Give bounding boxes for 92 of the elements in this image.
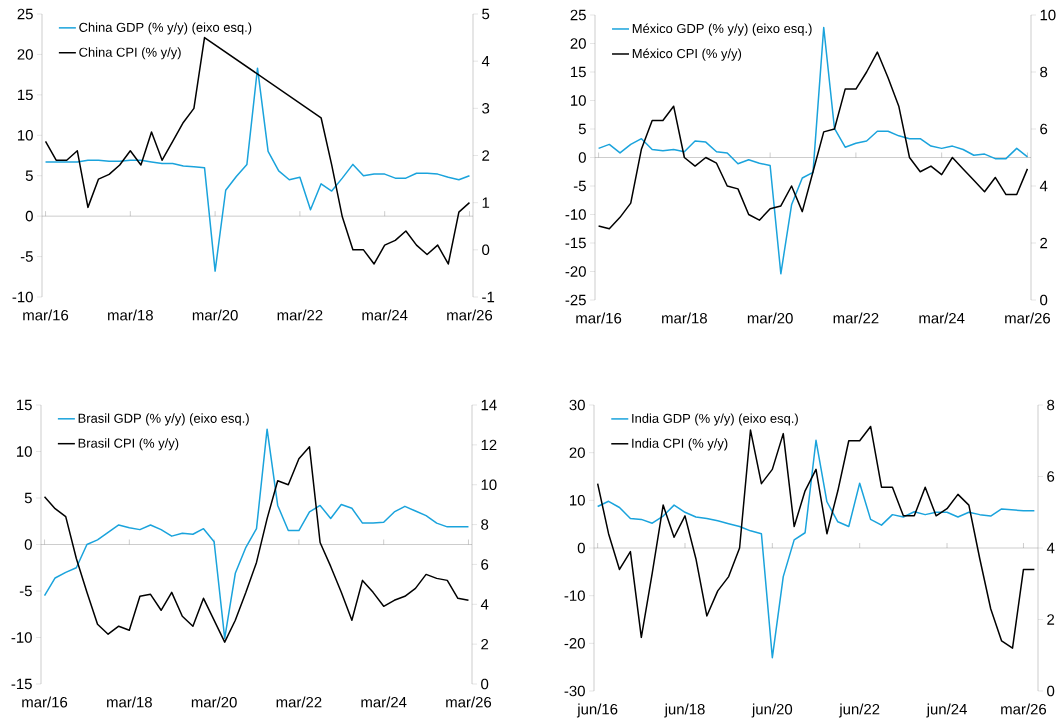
- y2-tick-label: 0: [1047, 685, 1055, 697]
- y2-tick-label: -1: [482, 291, 495, 303]
- y2-tick-label: 6: [481, 559, 489, 570]
- x-tick-label: mar/18: [108, 309, 153, 321]
- y2-tick-label: 6: [1040, 123, 1048, 135]
- y-tick-label: 0: [578, 152, 586, 163]
- legend-label: Brasil GDP (% y/y) (eixo esq.): [78, 413, 249, 426]
- x-tick-label: mar/20: [747, 312, 793, 324]
- y-tick-label: -15: [11, 678, 32, 690]
- y2-tick-label: 8: [1047, 399, 1055, 411]
- y-tick-label: 10: [571, 95, 586, 106]
- y2-tick-label: 4: [1046, 542, 1055, 554]
- y2-tick-label: 0: [482, 244, 490, 256]
- x-tick-label: mar/24: [919, 312, 965, 324]
- y-tick-label: 10: [17, 446, 32, 457]
- y-tick-label: 5: [578, 123, 586, 135]
- line-series: [44, 36, 471, 265]
- x-tick-label: jun/20: [751, 703, 793, 718]
- y-tick-label: 20: [569, 447, 585, 458]
- y-tick-label: 10: [18, 129, 33, 141]
- x-tick-label: mar/20: [191, 696, 237, 708]
- legend-label: México GDP (% y/y) (eixo esq.): [632, 23, 812, 36]
- y-tick-label: 20: [17, 49, 33, 60]
- x-tick-label: mar/26: [1005, 312, 1051, 324]
- y-tick-label: -5: [20, 251, 33, 262]
- y2-tick-label: 4: [480, 599, 489, 610]
- y-tick-label: 15: [18, 89, 33, 101]
- x-tick-label: mar/26: [447, 309, 493, 321]
- x-tick-label: mar/20: [192, 309, 238, 321]
- y-tick-label: 15: [571, 66, 586, 78]
- y2-tick-label: 2: [1040, 237, 1048, 249]
- y2-tick-label: 1: [482, 197, 490, 208]
- x-tick-label: mar/22: [276, 696, 322, 708]
- y-tick-label: -30: [564, 685, 585, 697]
- y-tick-label: 25: [17, 8, 33, 20]
- x-tick-label: mar/16: [576, 312, 622, 324]
- x-tick-label: jun/16: [576, 703, 618, 718]
- y-tick-label: -10: [11, 632, 32, 643]
- y2-tick-label: 14: [481, 399, 497, 411]
- y2-tick-label: 8: [1040, 66, 1048, 78]
- legend-label: Brasil CPI (% y/y): [78, 438, 179, 451]
- y2-tick-label: 4: [481, 56, 490, 67]
- y2-tick-label: 8: [481, 519, 489, 530]
- legend-label: India CPI (% y/y): [632, 438, 728, 451]
- x-tick-label: mar/26: [446, 696, 492, 708]
- y2-tick-label: 10: [1040, 9, 1056, 21]
- x-tick-label: jun/18: [664, 703, 705, 718]
- y-tick-label: -25: [565, 294, 586, 306]
- y-tick-label: -10: [564, 590, 585, 601]
- x-tick-label: jun/22: [838, 703, 880, 718]
- y-tick-label: 30: [569, 399, 585, 411]
- y2-tick-label: 0: [481, 678, 489, 690]
- legend-label: China CPI (% y/y): [79, 47, 181, 60]
- y-tick-label: 5: [25, 170, 33, 181]
- legend-label: China GDP (% y/y) (eixo esq.): [79, 22, 252, 35]
- y-tick-label: 0: [577, 542, 585, 554]
- x-tick-label: mar/26: [1001, 703, 1047, 715]
- y-tick-label: 15: [17, 399, 32, 411]
- y2-tick-label: 5: [482, 8, 490, 20]
- y2-tick-label: 12: [481, 439, 497, 451]
- y2-tick-label: 4: [1039, 180, 1048, 192]
- y-tick-label: 0: [25, 210, 33, 222]
- y-tick-label: -15: [565, 237, 586, 249]
- y2-tick-label: 0: [1040, 294, 1048, 306]
- x-tick-label: mar/16: [22, 696, 68, 708]
- x-tick-label: mar/24: [361, 696, 407, 708]
- x-tick-label: mar/18: [662, 312, 707, 324]
- y2-tick-label: 6: [1047, 471, 1055, 482]
- x-tick-label: mar/22: [833, 312, 879, 324]
- y-tick-label: -10: [565, 209, 586, 220]
- x-tick-label: mar/18: [107, 696, 152, 708]
- y2-tick-label: 3: [482, 103, 490, 114]
- y2-tick-label: 2: [1047, 614, 1055, 625]
- y-tick-label: 10: [570, 495, 585, 506]
- x-tick-label: jun/24: [926, 703, 967, 718]
- y2-tick-label: 10: [481, 479, 497, 490]
- y-tick-label: 5: [24, 492, 32, 504]
- y-tick-label: 25: [570, 9, 586, 21]
- y2-tick-label: 2: [481, 638, 489, 650]
- x-tick-label: mar/22: [277, 309, 323, 321]
- y2-tick-label: 2: [482, 150, 490, 161]
- y-tick-label: 20: [570, 38, 586, 49]
- y-tick-label: -20: [565, 266, 586, 277]
- legend-label: México CPI (% y/y): [632, 48, 742, 61]
- y-tick-label: -5: [573, 180, 586, 192]
- y-tick-label: 0: [24, 539, 32, 550]
- x-tick-label: mar/16: [23, 309, 69, 321]
- y-tick-label: -20: [564, 638, 585, 649]
- x-tick-label: mar/24: [362, 309, 408, 321]
- legend-label: India GDP (% y/y) (eixo esq.): [632, 413, 798, 426]
- y-tick-label: -5: [19, 585, 32, 597]
- y-tick-label: -10: [12, 291, 33, 303]
